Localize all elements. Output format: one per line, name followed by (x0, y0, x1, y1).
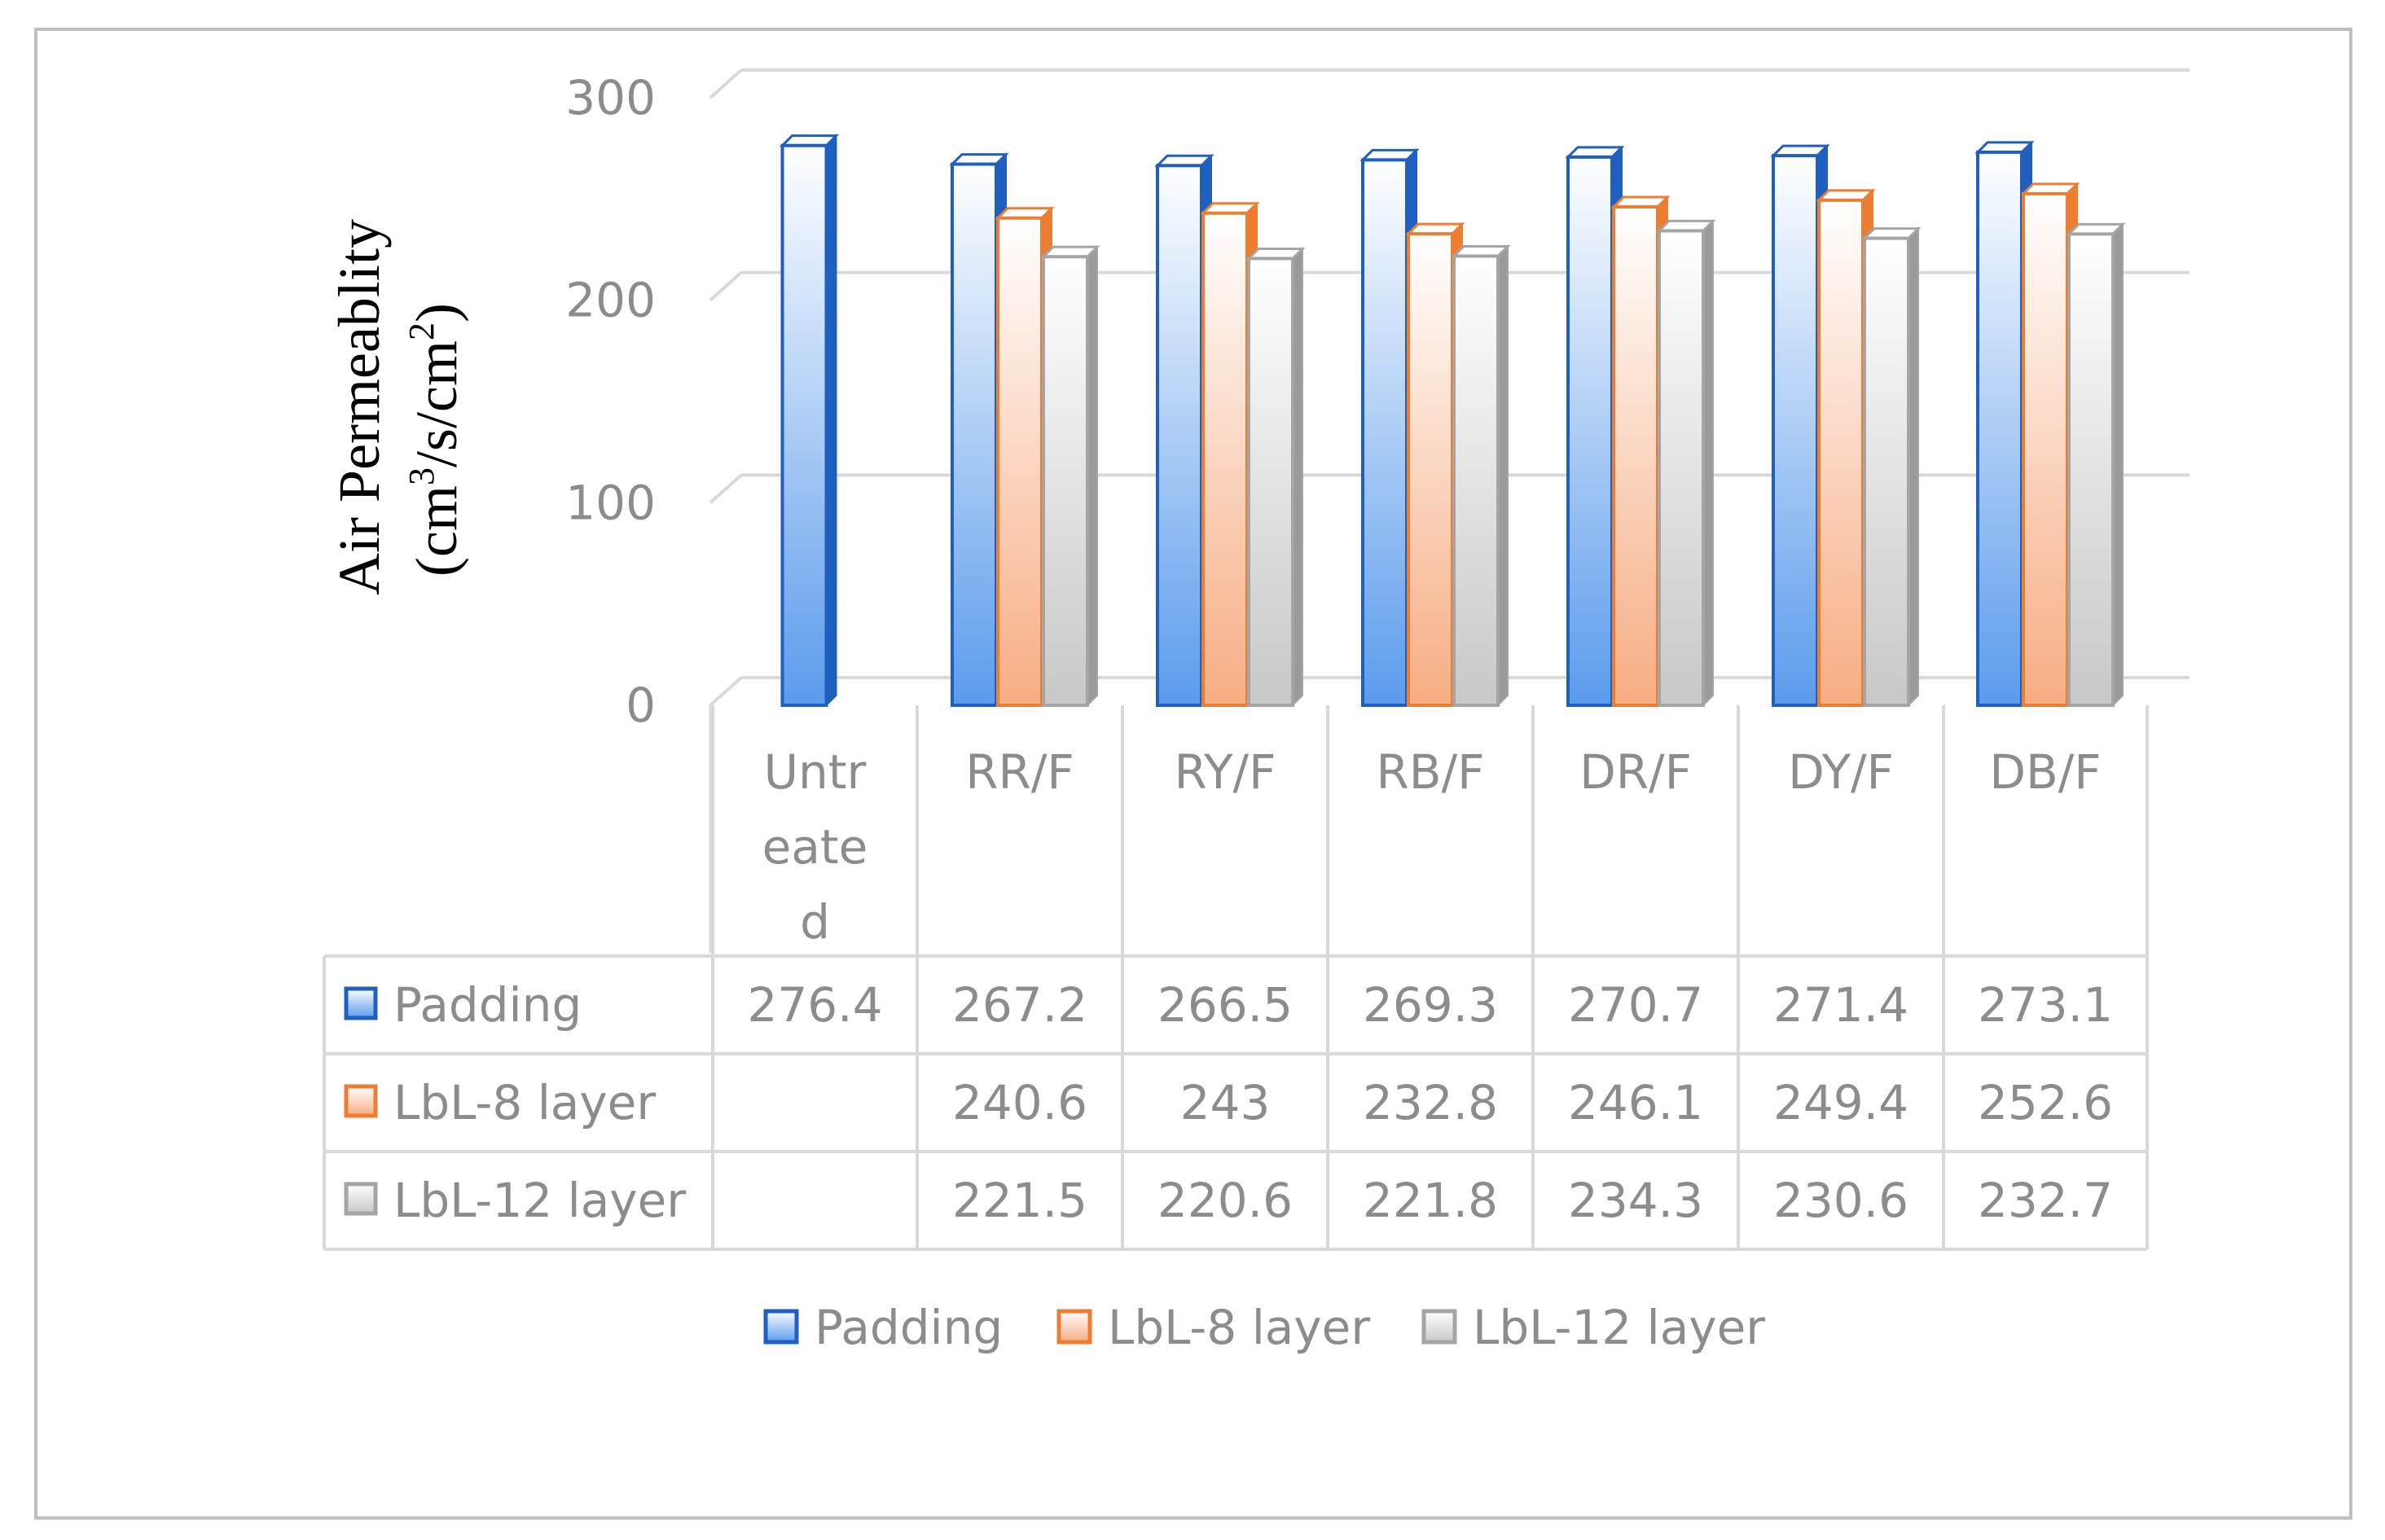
table-cell-lbl-8-layer-rr-f: 240.6 (952, 1075, 1087, 1130)
table-cell-lbl-12-layer-rr-f: 221.5 (952, 1173, 1087, 1228)
legend-label-lbl-8-layer: LbL-8 layer (1108, 1300, 1370, 1355)
gridline-diagonal-100 (709, 473, 743, 504)
bar-lbl-12-layer-rr-f (1040, 244, 1100, 708)
table-cell-padding-rr-f: 267.2 (952, 977, 1087, 1033)
y-tick-label-300: 300 (565, 70, 656, 125)
legend: Padding LbL-8 layer LbL-12 layer (763, 1300, 1765, 1355)
legend-key-lbl-12-layer (1421, 1309, 1457, 1345)
table-legend-key-lbl-8-layer (344, 1084, 378, 1118)
table-cell-lbl-12-layer-dr-f: 234.3 (1568, 1173, 1703, 1228)
table-legend-key-padding (344, 986, 378, 1020)
category-label-dy-f: DY/F (1788, 744, 1894, 800)
table-cell-lbl-12-layer-ry-f: 220.6 (1157, 1173, 1293, 1228)
category-label-rb-f: RB/F (1377, 744, 1485, 800)
category-label-untreated-part2: eate (762, 819, 868, 875)
category-label-ry-f: RY/F (1175, 744, 1276, 800)
data-table: Untr eate d RR/F RY/F RB/F DR/F DY/F DB/F Padding… (323, 705, 2149, 1251)
category-label-dr-f: DR/F (1579, 744, 1692, 800)
y-tick-label-0: 0 (626, 678, 656, 733)
bar-lbl-12-layer-ry-f (1245, 247, 1306, 708)
legend-label-padding: Padding (815, 1300, 1003, 1355)
table-cell-lbl-12-layer-dy-f: 230.6 (1773, 1173, 1908, 1228)
y-axis-title-line2: (cm3/s/cm2) (402, 303, 469, 577)
y-tick-label-200: 200 (565, 273, 656, 328)
bars (779, 134, 2126, 708)
category-label-untreated-part3: d (800, 894, 830, 950)
legend-key-lbl-8-layer (1056, 1309, 1092, 1345)
table-cell-padding-db-f: 273.1 (1978, 977, 2113, 1033)
table-row-label-padding: Padding (393, 977, 582, 1033)
table-cell-lbl-8-layer-dy-f: 249.4 (1773, 1075, 1908, 1130)
table-cell-padding-dr-f: 270.7 (1568, 977, 1703, 1033)
table-cell-lbl-8-layer-ry-f: 243 (1180, 1075, 1271, 1130)
y-axis-ticks: 0 100 200 300 (565, 70, 656, 733)
table-cell-lbl-8-layer-dr-f: 246.1 (1568, 1075, 1703, 1130)
gridline-diagonal-300 (709, 68, 743, 99)
bar-lbl-12-layer-dr-f (1656, 218, 1716, 708)
category-label-untreated-part1: Untr (764, 744, 867, 800)
category-label-rr-f: RR/F (965, 744, 1074, 800)
table-cell-padding-ry-f: 266.5 (1157, 977, 1293, 1033)
bar-lbl-12-layer-dy-f (1861, 226, 1922, 708)
gridline-diagonal-200 (709, 271, 743, 302)
table-cell-padding-rb-f: 269.3 (1363, 977, 1498, 1033)
y-axis-title-line1: Air Permeablity (327, 219, 392, 595)
bar-lbl-12-layer-rb-f (1451, 244, 1511, 708)
table-cell-lbl-12-layer-rb-f: 221.8 (1363, 1173, 1498, 1228)
table-cell-padding-dy-f: 271.4 (1773, 977, 1908, 1033)
legend-label-lbl-12-layer: LbL-12 layer (1473, 1300, 1765, 1355)
table-cell-lbl-8-layer-rb-f: 232.8 (1363, 1075, 1498, 1130)
table-row-label-lbl-12-layer: LbL-12 layer (393, 1173, 686, 1228)
table-legend-key-lbl-12-layer (344, 1182, 378, 1216)
y-tick-label-100: 100 (565, 475, 656, 530)
legend-key-padding (763, 1309, 799, 1345)
bar-lbl-12-layer-db-f (2066, 222, 2126, 708)
table-row-label-lbl-8-layer: LbL-8 layer (393, 1075, 656, 1130)
category-label-db-f: DB/F (1989, 744, 2101, 800)
table-cell-lbl-12-layer-db-f: 232.7 (1978, 1173, 2113, 1228)
gridline-diagonal-0 (709, 676, 743, 707)
bar-padding-untreated (779, 134, 840, 708)
table-cell-lbl-8-layer-db-f: 252.6 (1978, 1075, 2113, 1130)
table-cell-padding-untreated: 276.4 (747, 977, 882, 1033)
